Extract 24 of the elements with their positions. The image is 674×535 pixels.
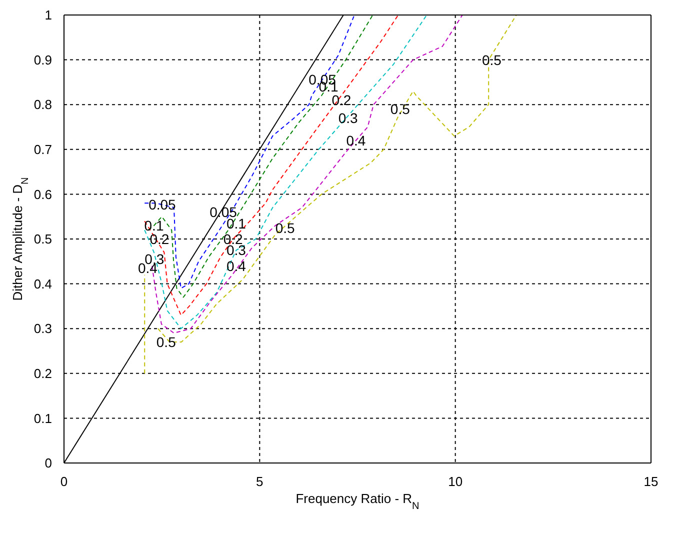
- y-tick-label: 0.7: [34, 142, 52, 158]
- annotation: 0.5: [482, 52, 502, 68]
- annotation: 0.4: [346, 132, 366, 148]
- annotation: 0.05: [148, 196, 176, 212]
- x-tick-label: 5: [256, 474, 264, 490]
- y-tick-label: 0.2: [34, 366, 52, 382]
- x-tick-label: 0: [60, 474, 68, 490]
- y-tick-label: 0: [44, 456, 52, 471]
- annotation: 0.4: [226, 258, 246, 274]
- y-tick-label: 0.6: [34, 186, 52, 202]
- x-tick-label: 15: [644, 474, 658, 490]
- y-tick-label: 0.3: [34, 321, 52, 336]
- annotation: 0.5: [156, 334, 176, 350]
- annotation: 0.3: [338, 110, 358, 126]
- y-tick-label: 0.5: [34, 232, 52, 247]
- y-tick-label: 0.9: [34, 52, 52, 68]
- annotation: 0.5: [275, 220, 296, 236]
- x-axis-title: Frequency Ratio - R$_{N}$: [296, 491, 420, 512]
- x-tick-label: 10: [448, 474, 463, 490]
- y-tick-label: 0.1: [34, 410, 52, 426]
- y-tick-label: 1: [44, 8, 52, 23]
- y-tick-label: 0.4: [34, 276, 52, 292]
- annotation: 0.5: [390, 101, 410, 118]
- y-tick-label: 0.8: [34, 97, 52, 112]
